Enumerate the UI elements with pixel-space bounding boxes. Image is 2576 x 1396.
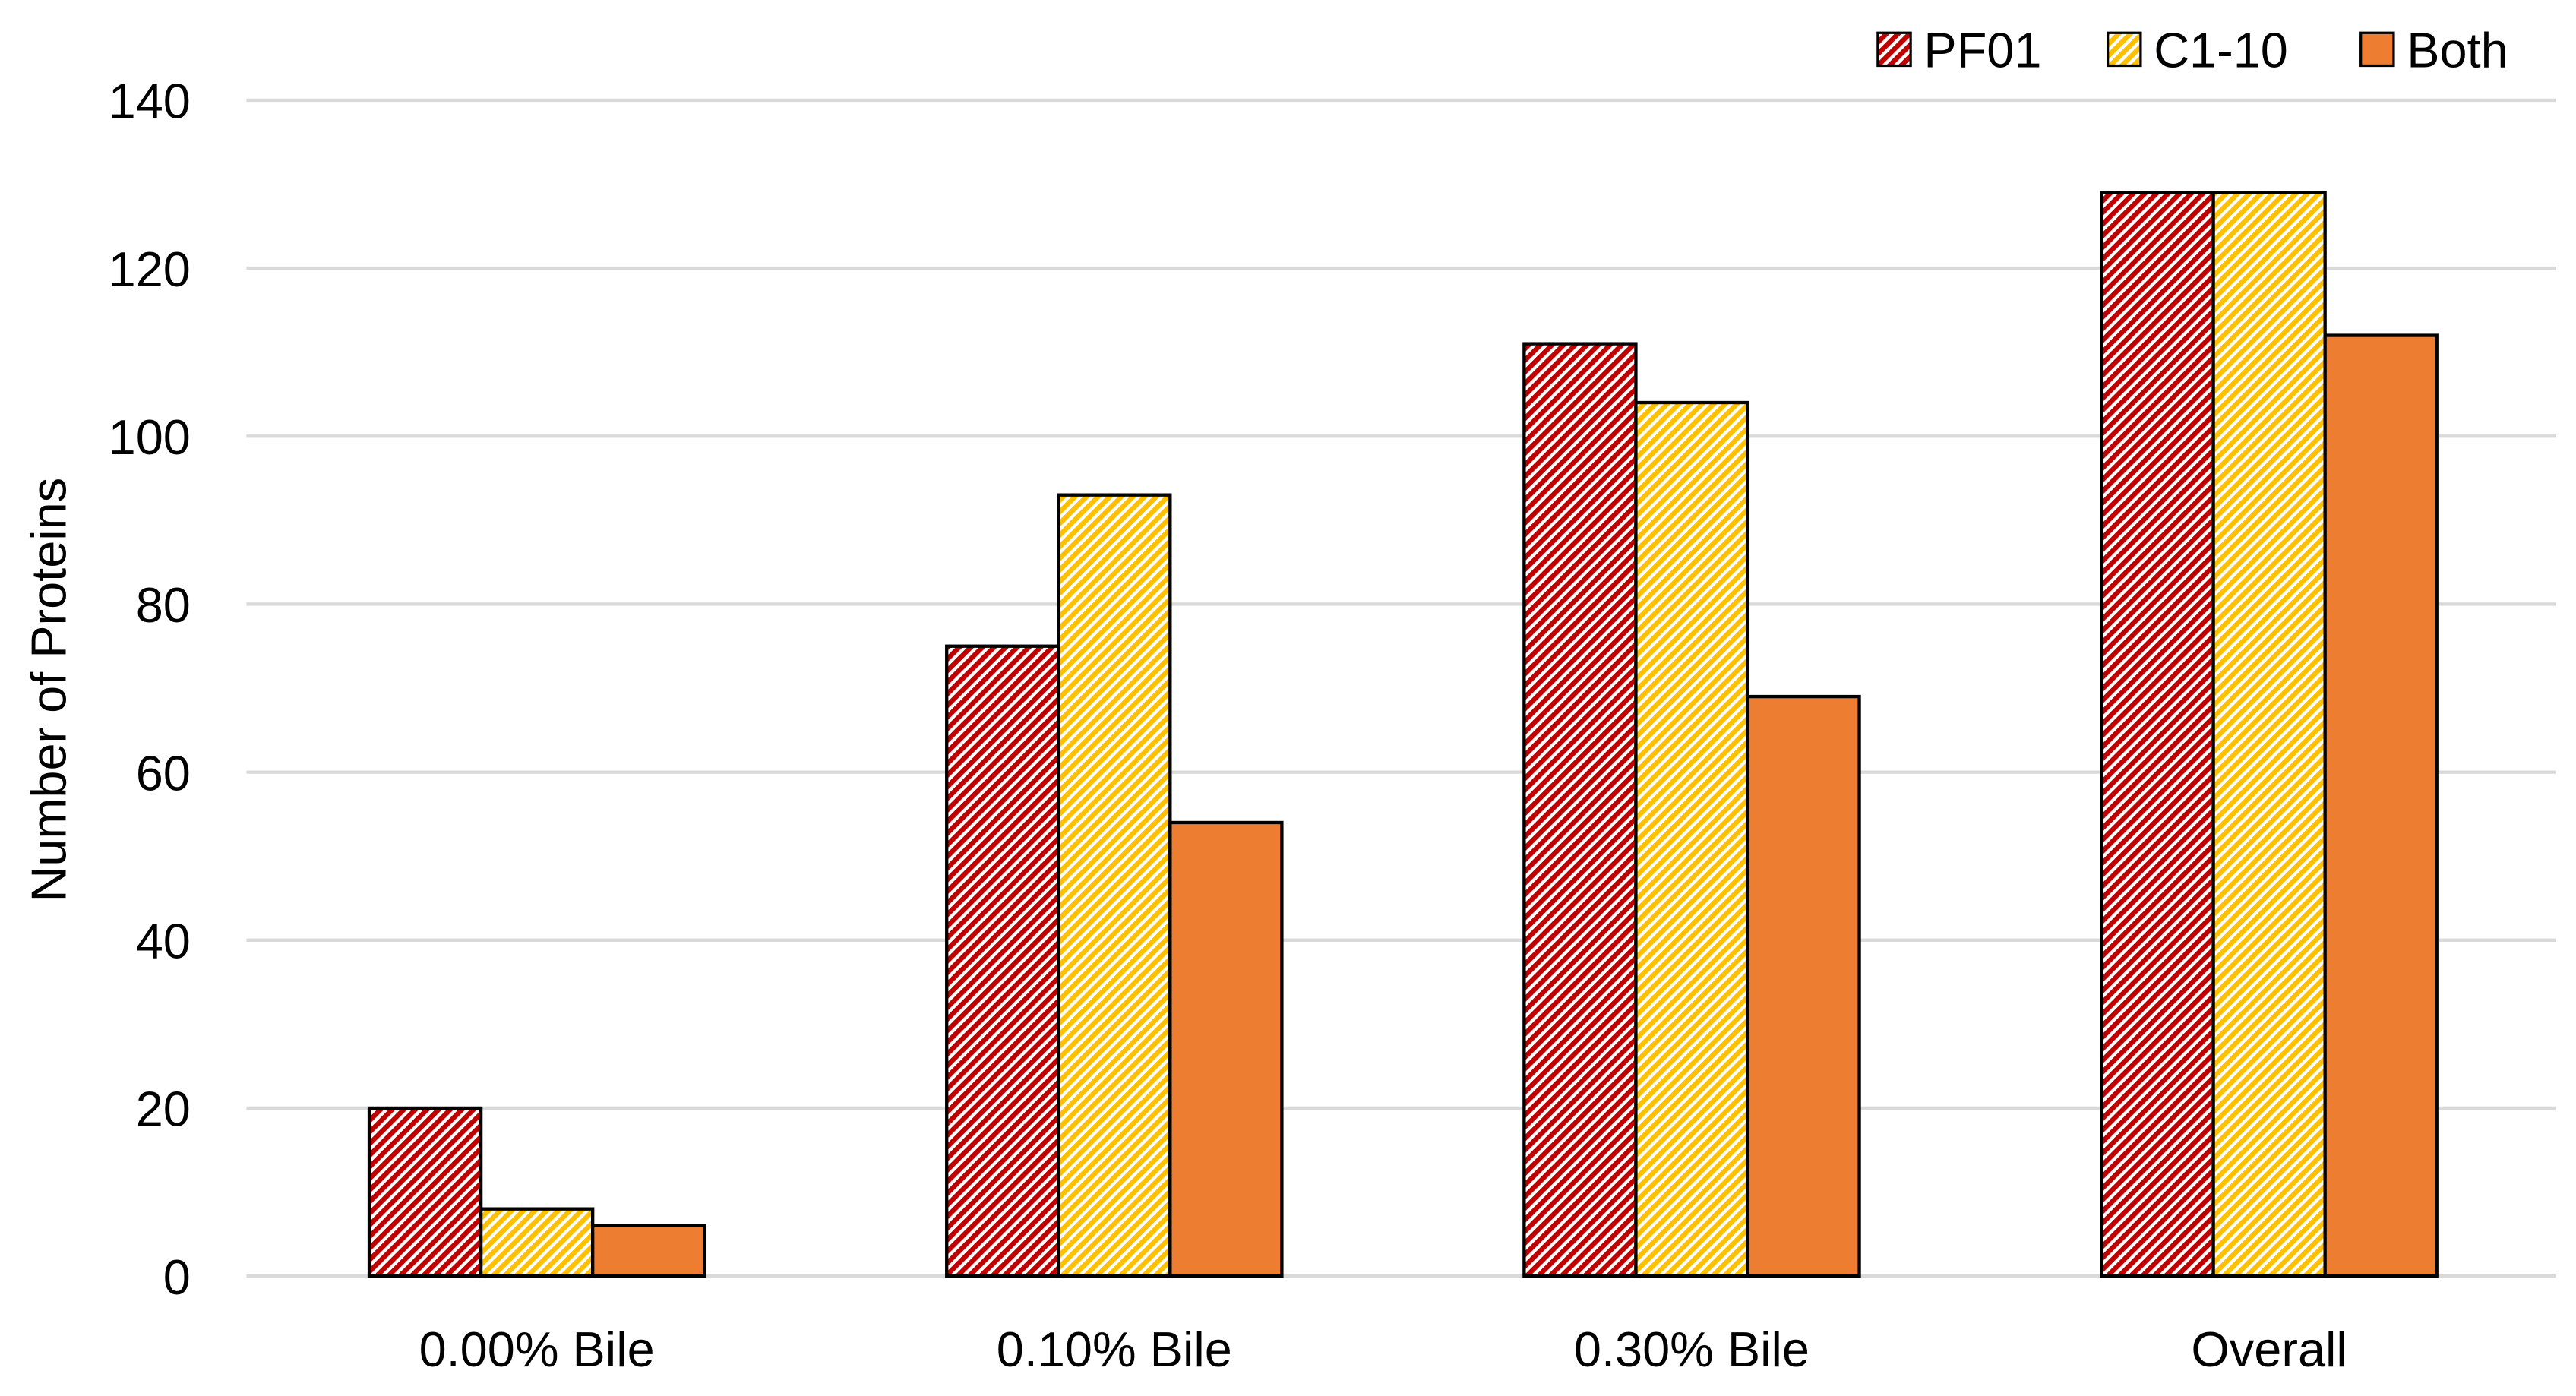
bar-both-3 bbox=[2323, 333, 2439, 1278]
legend-label: C1-10 bbox=[2154, 23, 2288, 78]
x-tick-label: 0.00% Bile bbox=[419, 1322, 655, 1377]
y-tick-label: 0 bbox=[163, 1249, 191, 1305]
bar-pf01-2 bbox=[1522, 342, 1638, 1278]
bar-pf01-0 bbox=[367, 1106, 483, 1278]
x-tick-label: 0.30% Bile bbox=[1574, 1322, 1810, 1377]
legend-label: Both bbox=[2407, 23, 2508, 78]
y-tick-label: 120 bbox=[109, 242, 191, 297]
y-tick-label: 40 bbox=[136, 914, 191, 969]
bar-c1-10-1 bbox=[1057, 493, 1172, 1278]
x-axis-ticks: 0.00% Bile 0.10% Bile 0.30% Bile Overall bbox=[419, 1322, 2347, 1377]
bar-pf01-1 bbox=[945, 644, 1060, 1278]
bar-c1-10-0 bbox=[479, 1207, 595, 1278]
y-tick-label: 80 bbox=[136, 577, 191, 633]
x-tick-label: 0.10% Bile bbox=[997, 1322, 1232, 1377]
y-tick-label: 60 bbox=[136, 745, 191, 801]
legend-swatch-pf01 bbox=[1876, 31, 1912, 68]
y-tick-label: 100 bbox=[109, 409, 191, 465]
bar-both-0 bbox=[591, 1224, 706, 1278]
x-tick-label: Overall bbox=[2191, 1322, 2347, 1377]
y-tick-label: 20 bbox=[136, 1082, 191, 1137]
y-axis-ticks: 0 20 40 60 80 100 120 140 bbox=[109, 74, 191, 1305]
legend-swatch-c1-10 bbox=[2107, 31, 2142, 68]
bar-c1-10-3 bbox=[2211, 191, 2327, 1278]
bar-c1-10-2 bbox=[1634, 400, 1749, 1278]
bar-both-2 bbox=[1746, 694, 1861, 1278]
legend-label: PF01 bbox=[1923, 23, 2041, 78]
gridlines bbox=[246, 98, 2557, 1278]
bar-pf01-3 bbox=[2100, 191, 2215, 1278]
legend: PF01 C1-10 Both bbox=[1876, 23, 2508, 78]
bars bbox=[367, 191, 2439, 1278]
bar-both-1 bbox=[1168, 820, 1284, 1278]
y-tick-label: 140 bbox=[109, 74, 191, 129]
y-axis-label: Number of Proteins bbox=[21, 478, 77, 902]
legend-swatch-both bbox=[2359, 31, 2395, 68]
